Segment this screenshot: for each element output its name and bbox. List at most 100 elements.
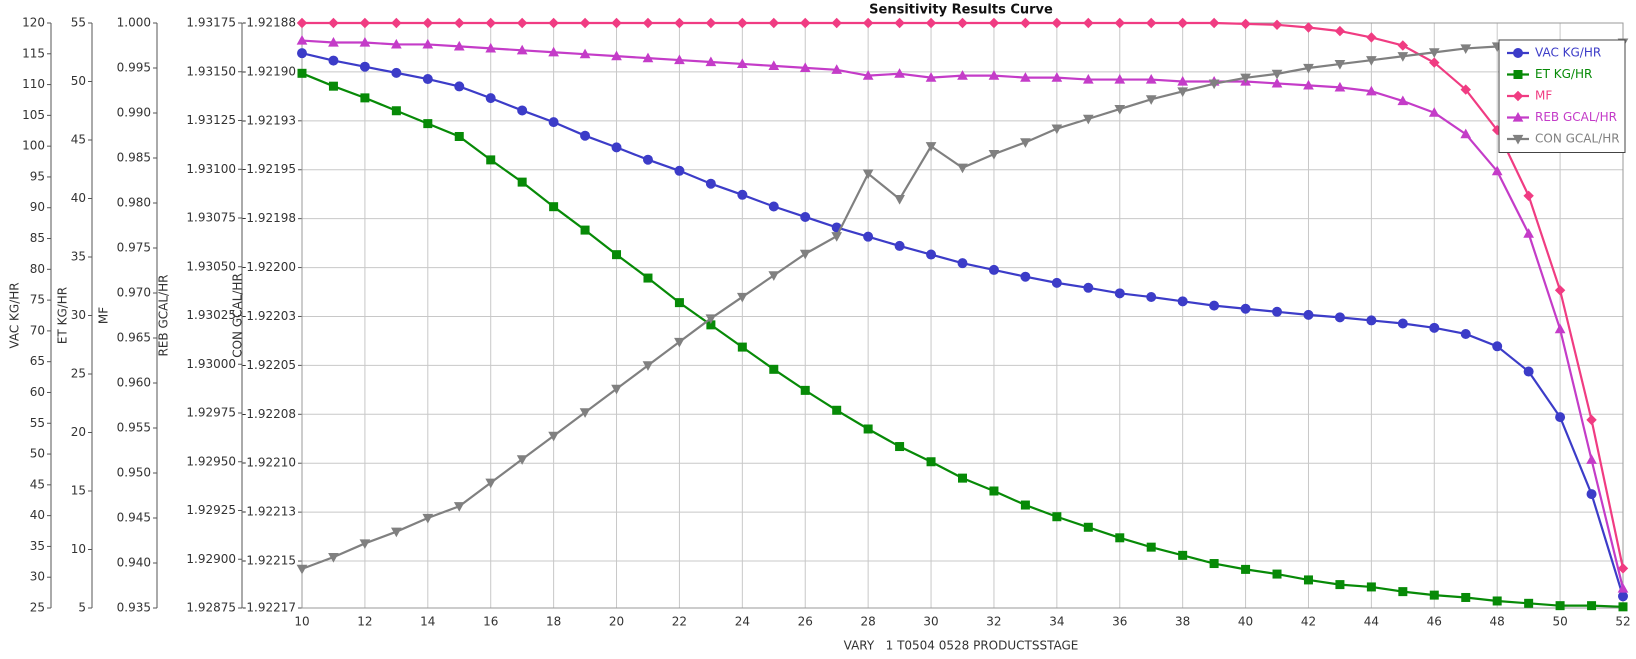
y-tick-label: 75	[30, 293, 45, 307]
y-tick-label: 35	[30, 539, 45, 553]
y-tick-label: -1.92205	[242, 358, 296, 372]
marker	[1177, 75, 1189, 86]
marker	[1020, 500, 1030, 510]
x-tick-label: 12	[357, 615, 372, 629]
x-tick-label: 46	[1427, 615, 1442, 629]
marker	[1512, 90, 1524, 102]
marker	[1491, 165, 1503, 176]
marker	[800, 211, 811, 222]
marker	[1271, 77, 1283, 88]
y-tick-label: 115	[22, 46, 45, 60]
y-tick-label: 1.92950	[186, 454, 236, 468]
marker	[989, 486, 999, 496]
y-tick-label: 80	[30, 262, 45, 276]
marker	[297, 68, 307, 78]
y-tick-label: 1.93100	[186, 162, 236, 176]
y-axis-label: VAC KG/HR	[8, 282, 22, 348]
y-tick-label: 0.945	[117, 511, 151, 525]
marker	[705, 56, 717, 67]
y-tick-label: -1.92190	[242, 64, 296, 78]
marker	[1586, 454, 1597, 464]
marker	[579, 17, 591, 29]
x-tick-label: 10	[294, 615, 309, 629]
marker	[328, 81, 338, 91]
marker	[988, 149, 1000, 160]
marker	[894, 17, 905, 29]
marker	[1461, 592, 1471, 602]
marker	[642, 154, 653, 165]
marker	[643, 273, 653, 283]
marker	[1366, 56, 1377, 66]
marker	[862, 17, 874, 29]
x-tick-label: 48	[1490, 615, 1505, 629]
marker	[1272, 306, 1283, 317]
series-line	[301, 41, 1624, 570]
series-line	[301, 72, 1624, 608]
marker	[642, 361, 654, 371]
x-tick-label: 16	[483, 615, 498, 629]
marker	[516, 455, 528, 465]
y-tick-label: 1.93125	[186, 113, 236, 127]
marker	[1617, 563, 1629, 574]
y-tick-label: 0.970	[117, 286, 151, 300]
marker	[612, 250, 622, 260]
marker	[1429, 590, 1439, 600]
marker	[674, 17, 685, 29]
marker	[422, 38, 434, 49]
marker	[957, 163, 968, 174]
marker	[548, 431, 559, 442]
marker	[359, 36, 371, 47]
marker	[1020, 17, 1031, 29]
y-tick-label: -1.92193	[242, 113, 296, 127]
marker	[1020, 138, 1031, 148]
y-tick-label: 1.93075	[186, 211, 236, 225]
y-tick-label: 1.93175	[186, 16, 236, 30]
marker	[1555, 601, 1565, 611]
y-tick-label: -1.92203	[242, 309, 296, 323]
marker	[1303, 575, 1313, 585]
marker	[988, 264, 999, 275]
y-tick-label: 45	[71, 133, 86, 147]
y-tick-label: 100	[22, 139, 45, 153]
marker	[1177, 296, 1188, 307]
y-tick-label: 20	[71, 425, 86, 439]
marker	[1335, 580, 1345, 590]
y-tick-label: 0.960	[117, 376, 151, 390]
marker	[1618, 591, 1628, 602]
x-tick-label: 34	[1049, 615, 1064, 629]
marker	[1303, 63, 1314, 74]
marker	[485, 93, 496, 104]
y-tick-label: -1.92188	[242, 16, 296, 30]
marker	[737, 342, 747, 352]
marker	[705, 178, 716, 189]
marker	[957, 17, 968, 29]
x-tick-label: 30	[923, 615, 938, 629]
marker	[453, 40, 465, 51]
marker	[642, 17, 654, 29]
marker	[1114, 104, 1126, 115]
marker	[1554, 285, 1566, 296]
marker	[454, 17, 465, 29]
y-tick-label: -1.92200	[242, 260, 296, 274]
y-tick-label: -1.92215	[242, 554, 296, 568]
x-axis-label: VARY 1 T0504 0528 PRODUCTSSTAGE	[844, 639, 1079, 653]
marker	[1512, 134, 1524, 145]
x-tick-label: 14	[420, 615, 435, 629]
y-tick-label: 1.92925	[186, 503, 236, 517]
marker	[422, 74, 433, 85]
marker	[1366, 32, 1377, 43]
legend-label: REB GCAL/HR	[1535, 110, 1617, 124]
marker	[1429, 322, 1440, 333]
marker	[548, 117, 559, 128]
marker	[359, 17, 371, 29]
marker	[831, 64, 843, 74]
y-tick-label: 45	[30, 477, 45, 491]
y-tick-label: 90	[30, 200, 45, 214]
y-tick-label: 15	[71, 484, 86, 498]
marker	[1146, 542, 1156, 552]
marker	[516, 44, 528, 55]
x-tick-label: 38	[1175, 615, 1190, 629]
marker	[611, 384, 622, 395]
marker	[894, 68, 905, 78]
